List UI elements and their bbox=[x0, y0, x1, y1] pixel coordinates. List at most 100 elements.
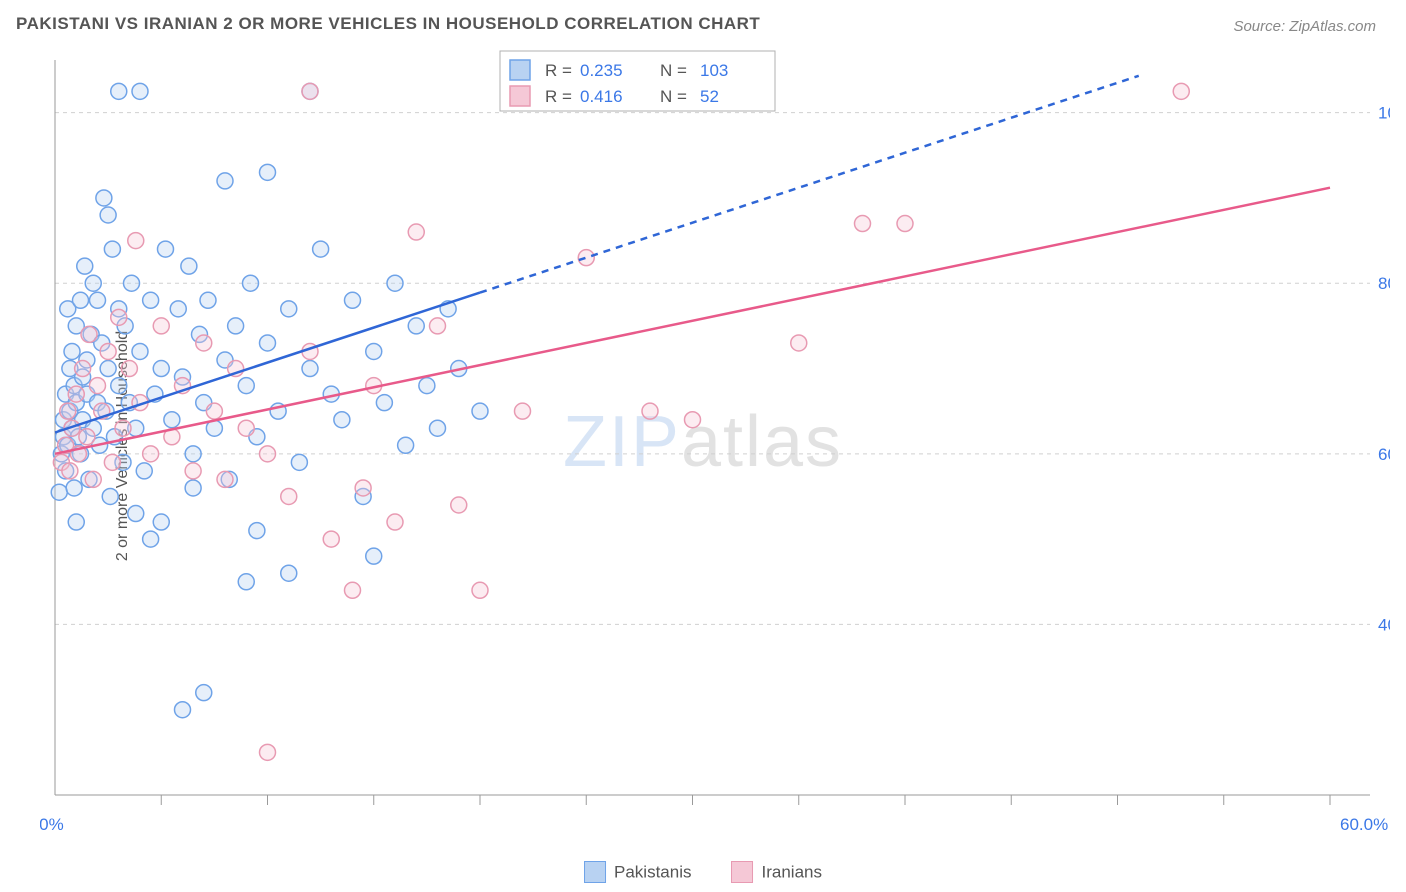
data-point bbox=[249, 523, 265, 539]
y-tick-label: 100.0% bbox=[1378, 104, 1390, 123]
data-point bbox=[185, 480, 201, 496]
bottom-legend-item: Pakistanis bbox=[584, 862, 691, 884]
legend-swatch bbox=[732, 861, 754, 883]
data-point bbox=[143, 292, 159, 308]
data-point bbox=[111, 83, 127, 99]
data-point bbox=[281, 488, 297, 504]
data-point bbox=[387, 275, 403, 291]
data-point bbox=[217, 471, 233, 487]
data-point bbox=[302, 83, 318, 99]
data-point bbox=[260, 446, 276, 462]
data-point bbox=[96, 190, 112, 206]
data-point bbox=[291, 454, 307, 470]
top-legend: R =0.235N =103R =0.416N =52 bbox=[500, 51, 775, 111]
data-point bbox=[685, 412, 701, 428]
data-point bbox=[104, 454, 120, 470]
data-point bbox=[102, 488, 118, 504]
data-point bbox=[281, 301, 297, 317]
data-point bbox=[355, 480, 371, 496]
data-point bbox=[260, 744, 276, 760]
data-point bbox=[302, 361, 318, 377]
x-tick-label-right: 60.0% bbox=[1340, 815, 1388, 834]
data-point bbox=[451, 497, 467, 513]
y-tick-label: 80.0% bbox=[1378, 274, 1390, 293]
data-point bbox=[100, 207, 116, 223]
data-point bbox=[345, 582, 361, 598]
data-point bbox=[81, 326, 97, 342]
legend-n-label: N = bbox=[660, 61, 687, 80]
data-point bbox=[515, 403, 531, 419]
data-point bbox=[100, 361, 116, 377]
data-point bbox=[64, 343, 80, 359]
data-point bbox=[153, 361, 169, 377]
data-point bbox=[366, 548, 382, 564]
data-point bbox=[158, 241, 174, 257]
data-point bbox=[51, 484, 67, 500]
data-point bbox=[238, 574, 254, 590]
y-tick-label: 40.0% bbox=[1378, 615, 1390, 634]
data-point bbox=[111, 378, 127, 394]
data-point bbox=[111, 309, 127, 325]
data-point bbox=[398, 437, 414, 453]
data-point bbox=[79, 429, 95, 445]
data-point bbox=[104, 241, 120, 257]
data-point bbox=[260, 164, 276, 180]
data-point bbox=[85, 275, 101, 291]
legend-n-value: 52 bbox=[700, 87, 719, 106]
data-point bbox=[128, 506, 144, 522]
data-point bbox=[238, 378, 254, 394]
bottom-legend-item: Iranians bbox=[732, 862, 822, 884]
data-point bbox=[185, 446, 201, 462]
data-point bbox=[170, 301, 186, 317]
bottom-legend: Pakistanis Iranians bbox=[584, 862, 822, 884]
data-point bbox=[100, 343, 116, 359]
data-point bbox=[238, 420, 254, 436]
data-point bbox=[323, 531, 339, 547]
data-point bbox=[196, 685, 212, 701]
chart-title: PAKISTANI VS IRANIAN 2 OR MORE VEHICLES … bbox=[16, 14, 760, 34]
legend-swatch bbox=[510, 60, 530, 80]
data-point bbox=[897, 216, 913, 232]
scatter-chart: 40.0%60.0%80.0%100.0%0.0%60.0%R =0.235N … bbox=[40, 50, 1390, 850]
data-point bbox=[217, 173, 233, 189]
data-point bbox=[313, 241, 329, 257]
data-point bbox=[472, 403, 488, 419]
data-point bbox=[345, 292, 361, 308]
data-point bbox=[206, 403, 222, 419]
data-point bbox=[334, 412, 350, 428]
legend-r-label: R = bbox=[545, 61, 572, 80]
data-point bbox=[132, 343, 148, 359]
data-point bbox=[124, 275, 140, 291]
data-point bbox=[376, 395, 392, 411]
legend-r-label: R = bbox=[545, 87, 572, 106]
data-point bbox=[73, 292, 89, 308]
data-point bbox=[200, 292, 216, 308]
data-point bbox=[90, 378, 106, 394]
data-point bbox=[419, 378, 435, 394]
data-point bbox=[68, 386, 84, 402]
data-point bbox=[143, 531, 159, 547]
data-point bbox=[366, 343, 382, 359]
legend-border bbox=[500, 51, 775, 111]
data-point bbox=[90, 292, 106, 308]
data-point bbox=[153, 318, 169, 334]
data-point bbox=[408, 318, 424, 334]
y-tick-label: 60.0% bbox=[1378, 445, 1390, 464]
data-point bbox=[128, 233, 144, 249]
data-point bbox=[281, 565, 297, 581]
data-point bbox=[387, 514, 403, 530]
source-attribution: Source: ZipAtlas.com bbox=[1233, 18, 1376, 35]
data-point bbox=[430, 318, 446, 334]
legend-n-label: N = bbox=[660, 87, 687, 106]
data-point bbox=[855, 216, 871, 232]
data-point bbox=[136, 463, 152, 479]
legend-r-value: 0.416 bbox=[580, 87, 623, 106]
data-point bbox=[408, 224, 424, 240]
data-point bbox=[85, 471, 101, 487]
data-point bbox=[185, 463, 201, 479]
data-point bbox=[472, 582, 488, 598]
data-point bbox=[164, 412, 180, 428]
data-point bbox=[181, 258, 197, 274]
data-point bbox=[1173, 83, 1189, 99]
data-point bbox=[115, 420, 131, 436]
